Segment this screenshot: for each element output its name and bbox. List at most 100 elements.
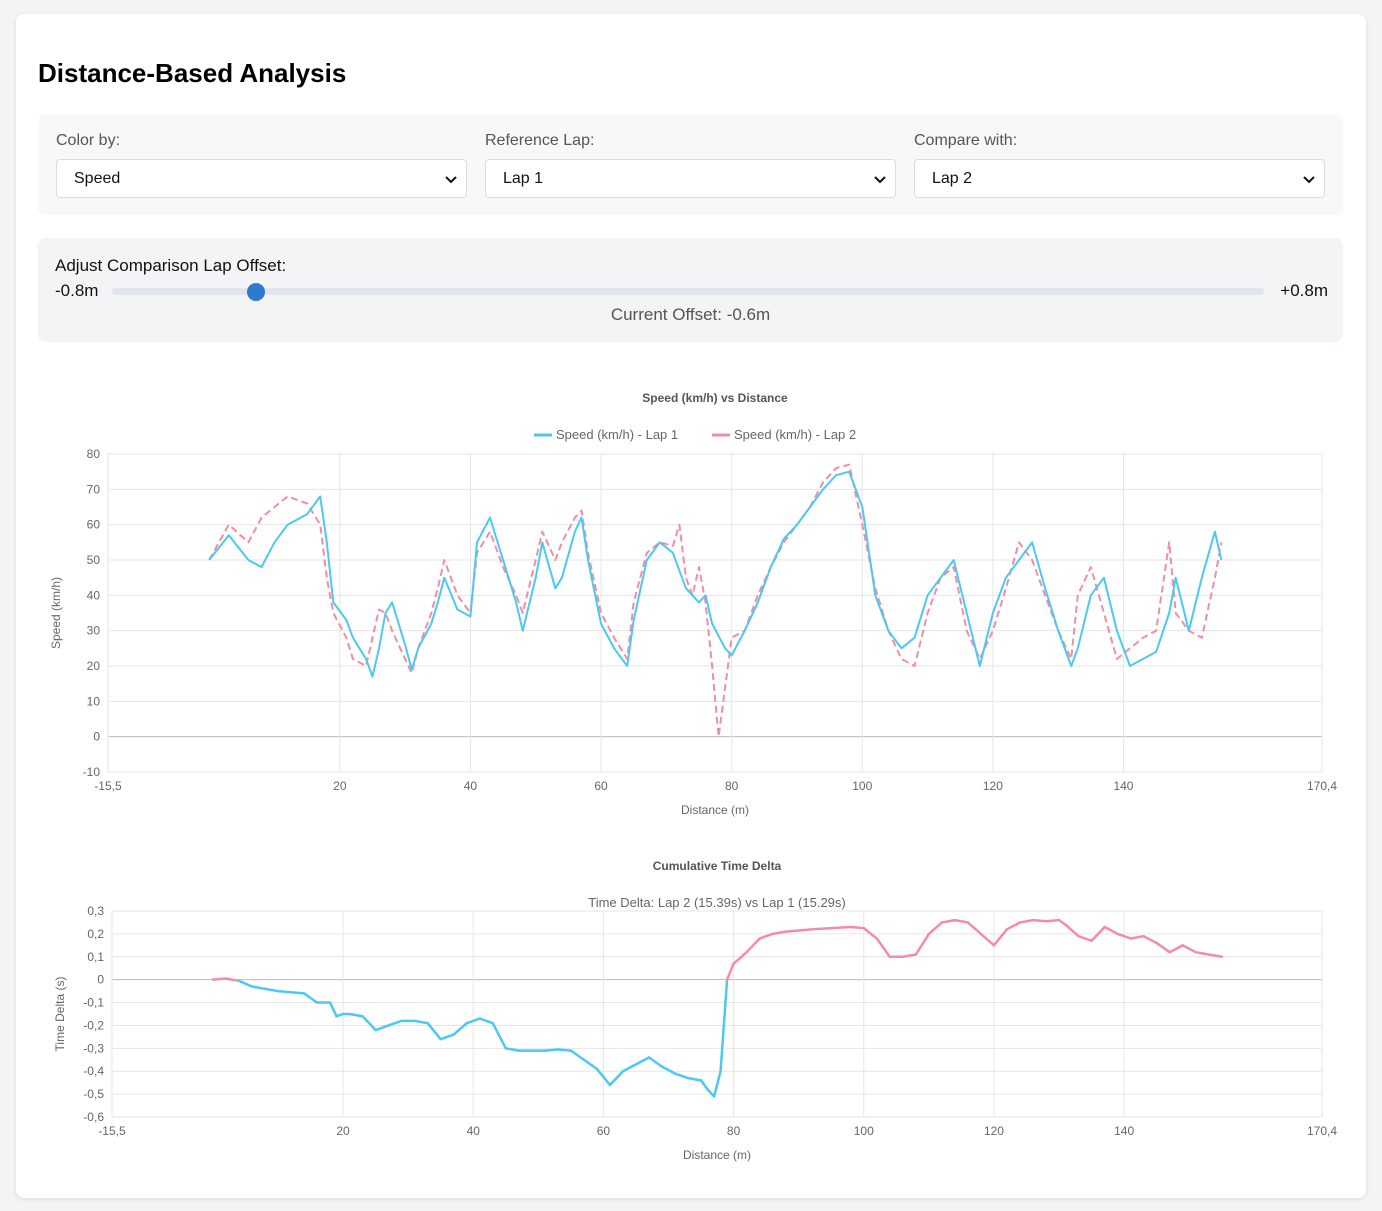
delta-line-segment [276,989,293,994]
y-tick-label: 0 [97,973,104,987]
delta-line-segment [862,926,879,940]
chart-title: Speed (km/h) vs Distance [642,391,788,405]
chevron-down-icon [1303,176,1315,184]
offset-slider-thumb[interactable] [247,283,265,301]
delta-line-segment [1194,950,1210,956]
y-tick-label: 50 [87,553,101,567]
reference-lap-label: Reference Lap: [485,132,595,149]
delta-line-segment [647,1056,664,1068]
delta-line-segment [849,925,866,930]
series-line-lap-2 [208,463,1223,738]
delta-line-segment [374,1024,390,1032]
delta-line-segment [771,930,787,936]
offset-panel: Adjust Comparison Lap Offset: -0.8m +0.8… [38,238,1343,342]
analysis-card: Distance-Based Analysis Color by: Speed … [16,14,1366,1198]
offset-slider[interactable] [112,283,1264,301]
delta-line-segment [829,925,853,930]
y-tick-label: -0,3 [83,1041,104,1055]
delta-line-segment [439,1033,455,1041]
delta-line-segment [569,1049,586,1062]
x-tick-label: -15,5 [98,1124,126,1138]
y-tick-label: 0 [93,730,100,744]
x-axis-label: Distance (m) [683,1148,751,1162]
x-tick-label: 140 [1113,779,1133,793]
legend-entry-2: Speed (km/h) - Lap 2 [734,427,856,442]
delta-line-segment [1207,953,1224,959]
color-by-label: Color by: [56,132,121,149]
delta-line-segment [914,932,931,956]
x-tick-label: 20 [333,779,347,793]
y-tick-label: 0,3 [87,904,104,918]
compare-with-control: Compare with: Lap 2 [914,132,1325,198]
speed-chart: Speed (km/h) vs Distance 80 70 60 50 40 30 20 10… [49,391,1337,817]
delta-line-segment [706,1088,716,1098]
y-axis-label: Time Delta (s) [53,977,67,1052]
delta-line-segment [719,978,729,1073]
chart-title: Cumulative Time Delta [653,859,782,873]
delta-line-segment [797,928,813,932]
delta-line-segment [940,918,957,924]
y-tick-label: -10 [83,765,101,779]
delta-line-segment [979,932,996,947]
color-by-control: Color by: Speed [56,132,467,198]
y-tick-label: 30 [87,624,101,638]
y-tick-label: -0,4 [83,1064,104,1078]
delta-line-segment [1103,925,1119,936]
delta-line-segment [491,1021,508,1050]
reference-lap-value: Lap 1 [503,170,544,187]
delta-line-segment [608,1069,625,1087]
y-axis-label: Speed (km/h) [49,577,63,649]
time-delta-chart: Cumulative Time Delta Time Delta: Lap 2 (… [53,859,1337,1162]
delta-line-segment [699,1079,709,1091]
chart-subtitle: Time Delta: Lap 2 (15.39s) vs Lap 1 (15.… [588,895,845,910]
compare-with-label: Compare with: [914,132,1018,149]
y-tick-label: 0,1 [87,950,104,964]
x-tick-label: 140 [1114,1124,1134,1138]
y-tick-label: 60 [87,518,101,532]
delta-line-segment [1090,925,1106,943]
delta-line-segment [348,1012,364,1018]
x-tick-label: 40 [467,1124,481,1138]
x-tick-label: 120 [984,1124,1004,1138]
y-tick-label: -0,6 [83,1110,104,1124]
delta-line-segment [992,928,1009,947]
chevron-down-icon [445,176,457,184]
delta-line-segment [413,1019,429,1025]
delta-line-segment [1168,944,1184,954]
delta-line-segment [289,991,306,995]
delta-line-segment [673,1072,690,1080]
delta-line-segment [1044,918,1061,923]
compare-with-select[interactable]: Lap 2 [914,159,1325,198]
y-tick-label: 70 [87,482,101,496]
controls-panel: Color by: Speed Reference Lap: Lap 1 Com… [38,114,1343,215]
delta-line-segment [465,1017,482,1025]
delta-line-segment [302,992,319,1004]
delta-line-segment [1155,941,1171,954]
delta-line-segment [875,937,892,959]
delta-line-segment [927,921,944,936]
x-axis-label: Distance (m) [681,803,749,817]
x-tick-label: 100 [852,779,872,793]
y-tick-label: 40 [87,588,101,602]
delta-line-segment [725,962,735,981]
delta-line-segment [1064,923,1080,938]
delta-line-segment [686,1076,703,1082]
delta-line-segment [1142,934,1158,945]
x-tick-label: 20 [336,1124,350,1138]
delta-line-segment [660,1065,677,1075]
delta-line-segment [634,1056,651,1066]
color-by-value: Speed [74,170,121,187]
compare-with-value: Lap 2 [932,170,973,187]
x-tick-label: 60 [594,779,608,793]
x-tick-label: 170,4 [1307,1124,1337,1138]
delta-line-segment [452,1021,468,1036]
reference-lap-select[interactable]: Lap 1 [485,159,896,198]
delta-line-segment [784,929,800,933]
color-by-select[interactable]: Speed [56,159,467,198]
delta-line-segment [1077,934,1093,943]
x-tick-label: 40 [464,779,478,793]
delta-line-segment [237,979,254,988]
delta-line-segment [328,1001,338,1018]
chevron-down-icon [874,176,886,184]
current-offset-text: Current Offset: -0.6m [610,305,771,324]
